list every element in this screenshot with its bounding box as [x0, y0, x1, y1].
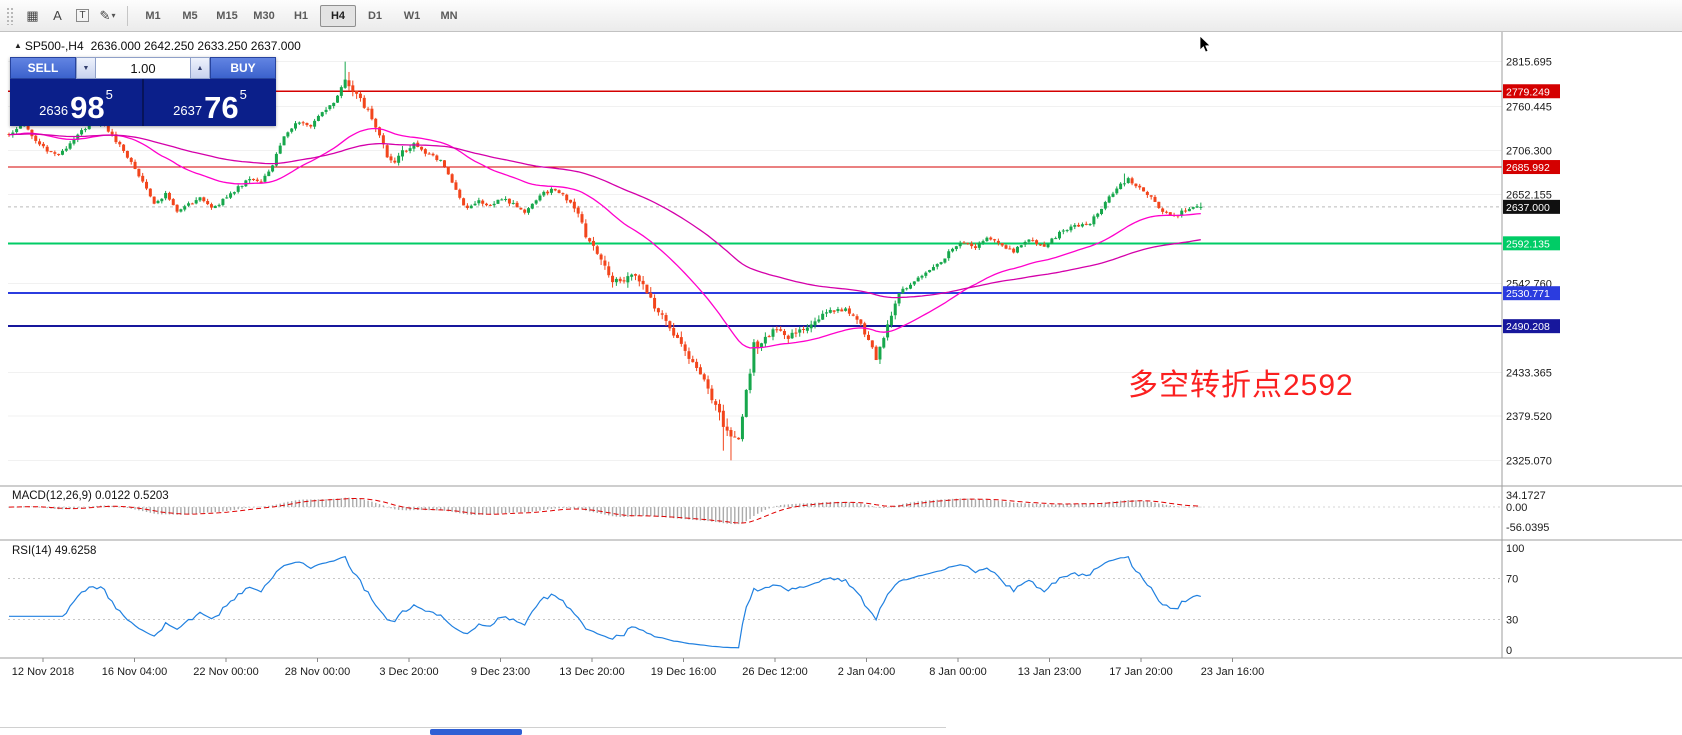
timeframe-m30-button[interactable]: M30	[253, 9, 275, 22]
time-axis-label: 23 Jan 16:00	[1201, 666, 1265, 678]
timeframe-w1-button[interactable]: W1	[403, 9, 421, 22]
annotation-text[interactable]: 多空转折点2592	[1128, 369, 1354, 402]
volume-decrease-button[interactable]: ▼	[76, 57, 96, 79]
price-badge-2779.249: 2779.249	[1506, 86, 1550, 98]
ma-fast-line[interactable]	[8, 127, 1201, 349]
rsi-axis-tick: 100	[1506, 543, 1524, 555]
volume-input[interactable]	[96, 57, 190, 79]
time-axis-label: 26 Dec 12:00	[742, 666, 807, 678]
symbol-marker-icon: ▲	[14, 41, 22, 50]
time-axis-label: 12 Nov 2018	[12, 666, 74, 678]
shapes-tool-button[interactable]: ✎ ▾	[95, 5, 120, 27]
rsi-axis-tick: 0	[1506, 645, 1512, 657]
volume-increase-button[interactable]: ▲	[190, 57, 210, 79]
timeframe-h1-button[interactable]: H1	[293, 9, 309, 22]
time-axis-labels: 12 Nov 2018 16 Nov 04:00 22 Nov 00:00 28 No…	[12, 658, 1265, 678]
time-axis[interactable]	[0, 658, 1682, 682]
price-axis-tick: 2760.445	[1506, 102, 1552, 114]
macd-axis-tick: 34.1727	[1506, 490, 1546, 502]
price-axis-tick: 2379.520	[1506, 411, 1552, 423]
price-badge-2685.992: 2685.992	[1506, 162, 1550, 174]
time-axis-label: 22 Nov 00:00	[193, 666, 258, 678]
toolbar-separator	[127, 5, 128, 26]
time-axis-label: 13 Jan 23:00	[1018, 666, 1082, 678]
gridlines-layer	[8, 61, 1502, 461]
main-toolbar: ▦ A T ✎ ▾ M1 M5 M15 M30 H1 H4 D1 W1 MN	[0, 0, 1682, 32]
candles-layer	[7, 61, 1203, 461]
trade-panel-controls-row: SELL ▼ ▲ BUY	[10, 57, 276, 79]
price-badge-2490.208: 2490.208	[1506, 321, 1550, 333]
textbox-tool-icon: T	[76, 9, 89, 22]
rsi-axis-tick: 70	[1506, 574, 1518, 586]
grid-tool-icon: ▦	[26, 7, 39, 23]
sell-button[interactable]: SELL	[10, 57, 76, 79]
timeframe-mn-button[interactable]: MN	[440, 9, 458, 22]
time-axis-label: 28 Nov 00:00	[285, 666, 350, 678]
timeframe-m15-button[interactable]: M15	[216, 9, 238, 22]
price-badges: 2779.249 2685.992 2592.135 2530.771 2490.208…	[1503, 84, 1560, 334]
macd-axis-tick: 0.00	[1506, 502, 1527, 514]
grid-tool-button[interactable]: ▦	[20, 5, 45, 27]
price-axis-tick: 2433.365	[1506, 367, 1552, 379]
sell-price-big: 98	[70, 89, 105, 125]
text-annotation-tool-icon: A	[53, 8, 62, 23]
time-axis-label: 17 Jan 20:00	[1109, 666, 1173, 678]
shapes-tool-icon: ✎	[99, 7, 111, 23]
rsi-line	[9, 555, 1201, 649]
textbox-tool-button[interactable]: T	[70, 5, 95, 27]
time-axis-label: 16 Nov 04:00	[102, 666, 167, 678]
price-axis[interactable]	[1502, 32, 1682, 658]
chart-ohlc-values: 2636.000 2642.250 2633.250 2637.000	[90, 39, 301, 53]
dropdown-caret-icon: ▾	[111, 11, 116, 20]
drawing-tools-group: ▦ A T ✎ ▾	[20, 5, 120, 27]
buy-price-display[interactable]: 2637 76 5	[142, 79, 276, 126]
chart-title: ▲ SP500-,H4 2636.000 2642.250 2633.250 263…	[14, 39, 301, 53]
trade-panel-prices-row: 2636 98 5 2637 76 5	[10, 79, 276, 126]
rsi-axis-labels: 100 70 30 0	[1506, 543, 1524, 657]
macd-indicator-label: MACD(12,26,9) 0.0122 0.5203	[12, 490, 169, 502]
buy-price-big: 76	[204, 89, 239, 125]
macd-axis-tick: -56.0395	[1506, 522, 1549, 534]
mouse-cursor-icon	[1199, 35, 1211, 53]
buy-button[interactable]: BUY	[210, 57, 276, 79]
timeframes-toolbar: M1 M5 M15 M30 H1 H4 D1 W1 MN	[135, 4, 467, 27]
sell-price-small: 2636	[39, 103, 69, 118]
price-badge-2530.771: 2530.771	[1506, 288, 1550, 300]
rsi-axis-tick: 30	[1506, 614, 1518, 626]
price-axis-labels: 2815.6952760.4452706.3002652.1552542.760…	[1506, 57, 1552, 468]
price-axis-tick: 2815.695	[1506, 57, 1552, 69]
price-axis-tick: 2652.155	[1506, 190, 1552, 202]
macd-signal-line	[8, 498, 1201, 524]
ma-slow-line[interactable]	[8, 133, 1201, 299]
timeframe-m1-button[interactable]: M1	[145, 9, 161, 22]
time-axis-label: 19 Dec 16:00	[651, 666, 716, 678]
timeframe-h4-button[interactable]: H4	[320, 4, 356, 27]
toolbar-drag-handle-icon[interactable]	[6, 6, 14, 25]
time-axis-label: 13 Dec 20:00	[559, 666, 624, 678]
price-axis-tick: 2325.070	[1506, 455, 1552, 467]
timeframe-d1-button[interactable]: D1	[367, 9, 383, 22]
price-badge-2637.000: 2637.000	[1506, 202, 1550, 214]
rsi-indicator-label: RSI(14) 49.6258	[12, 545, 97, 557]
time-axis-label: 8 Jan 00:00	[929, 666, 987, 678]
timeframe-m5-button[interactable]: M5	[182, 9, 198, 22]
time-axis-label: 9 Dec 23:00	[471, 666, 530, 678]
price-axis-tick: 2706.300	[1506, 146, 1552, 158]
price-badge-2592.135: 2592.135	[1506, 238, 1550, 250]
chart-symbol-period: SP500-,H4	[24, 39, 84, 53]
buy-price-small: 2637	[173, 103, 203, 118]
bottom-accent-fragment	[430, 729, 522, 735]
buy-price-sup: 5	[239, 87, 247, 102]
text-annotation-tool-button[interactable]: A	[45, 5, 70, 27]
time-axis-label: 3 Dec 20:00	[379, 666, 438, 678]
sell-price-sup: 5	[105, 87, 113, 102]
time-axis-label: 2 Jan 04:00	[838, 666, 896, 678]
horizontal-lines-layer[interactable]	[8, 90, 1502, 328]
sell-price-display[interactable]: 2636 98 5	[10, 79, 142, 126]
macd-histogram	[8, 497, 1202, 525]
